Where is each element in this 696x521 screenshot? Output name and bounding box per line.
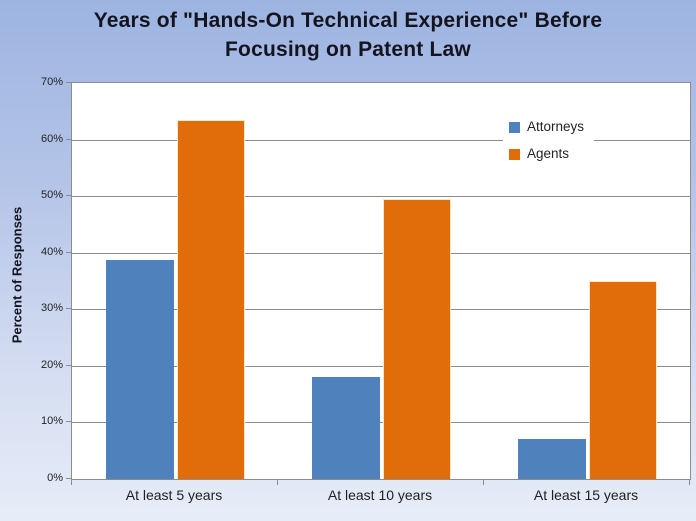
bar-attorneys-2 xyxy=(518,439,586,479)
gridline xyxy=(72,309,690,310)
gridline xyxy=(72,366,690,367)
chart-title: Years of "Hands-On Technical Experience"… xyxy=(0,6,696,64)
y-tick-label: 50% xyxy=(40,189,63,201)
x-tick-mark xyxy=(483,479,484,485)
bar-attorneys-1 xyxy=(312,377,380,479)
gridline xyxy=(72,196,690,197)
bar-agents-0 xyxy=(177,120,245,479)
gridline xyxy=(72,140,690,141)
y-tick-label: 60% xyxy=(40,133,63,145)
gridline xyxy=(72,422,690,423)
x-tick-mark xyxy=(71,479,72,485)
x-tick-mark xyxy=(277,479,278,485)
y-tick-mark xyxy=(66,308,71,309)
legend-label-attorneys: Attorneys xyxy=(527,119,585,134)
y-axis-title: Percent of Responses xyxy=(9,206,25,344)
y-tick-mark xyxy=(66,195,71,196)
y-tick-label: 0% xyxy=(47,472,63,484)
y-tick-label: 40% xyxy=(40,246,63,258)
plot-area xyxy=(71,82,691,480)
legend-item-attorneys: Attorneys xyxy=(509,119,584,135)
x-category-label: At least 15 years xyxy=(533,487,639,503)
y-tick-label: 20% xyxy=(40,359,63,371)
x-category-label: At least 5 years xyxy=(125,487,223,503)
legend-swatch-agents xyxy=(509,148,520,160)
legend: Attorneys Agents xyxy=(503,115,595,168)
y-tick-mark xyxy=(66,365,71,366)
legend-swatch-attorneys xyxy=(509,121,520,133)
legend-label-agents: Agents xyxy=(527,146,570,161)
y-tick-mark xyxy=(66,82,71,83)
bar-attorneys-0 xyxy=(106,260,174,479)
y-tick-mark xyxy=(66,421,71,422)
x-tick-mark xyxy=(689,479,690,485)
y-tick-label: 10% xyxy=(40,415,63,427)
bar-agents-1 xyxy=(383,199,451,479)
chart-title-line-1: Years of "Hands-On Technical Experience"… xyxy=(93,9,603,32)
y-tick-mark xyxy=(66,139,71,140)
bar-agents-2 xyxy=(589,281,657,479)
gridline xyxy=(72,253,690,254)
y-tick-mark xyxy=(66,478,71,479)
chart-title-line-2: Focusing on Patent Law xyxy=(225,38,471,61)
y-tick-label: 70% xyxy=(40,76,63,88)
y-tick-label: 30% xyxy=(40,302,63,314)
legend-item-agents: Agents xyxy=(509,146,584,162)
x-category-label: At least 10 years xyxy=(327,487,433,503)
y-tick-mark xyxy=(66,252,71,253)
